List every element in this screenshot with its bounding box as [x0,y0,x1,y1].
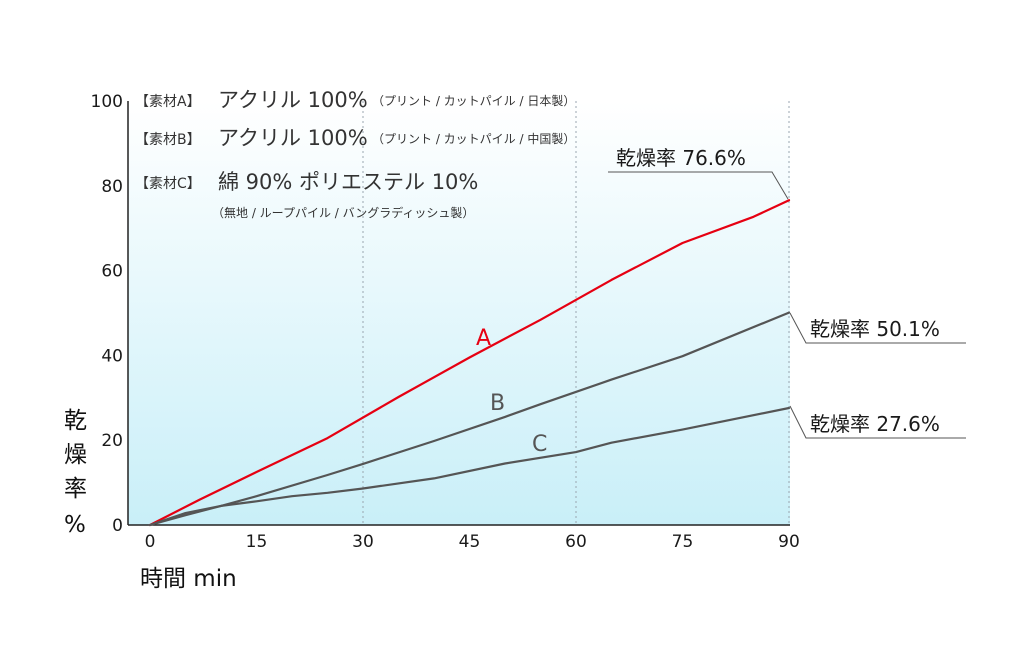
material-b-main: アクリル 100% [218,126,368,150]
material-c-tag: 【素材C】 [135,176,201,192]
series-line-c [148,406,791,527]
callout-a-text: 乾燥率 76.6% [616,146,746,170]
callout-b-text: 乾燥率 50.1% [810,317,940,341]
x-tick-label: 75 [672,532,694,552]
material-a-tag: 【素材A】 [135,94,201,110]
x-tick-label: 30 [352,532,374,552]
series-b-label: B [490,391,505,416]
x-axis-title: 時間 min [140,566,237,592]
callout-c-text: 乾燥率 27.6% [810,412,940,436]
x-tick-label: 60 [565,532,587,552]
callout-c: 乾燥率 27.6% [789,405,966,439]
y-axis-title-char: 率 [64,476,87,502]
series-lines [148,199,791,527]
y-tick-label: 20 [101,431,123,451]
y-tick-labels: 0 20 40 60 80 100 [91,92,123,536]
x-tick-label: 15 [246,532,268,552]
y-tick-label: 100 [91,92,123,112]
material-a-main: アクリル 100% [218,88,368,112]
y-axis-title: 乾 燥 率 % [64,408,87,538]
callout-a-leader [608,171,789,200]
x-tick-label: 45 [459,532,481,552]
y-tick-label: 60 [101,262,123,282]
y-tick-label: 0 [112,516,123,536]
material-b-note: （プリント / カットパイル / 中国製） [372,131,575,146]
y-axis-title-char: 乾 [64,408,87,434]
callout-b: 乾燥率 50.1% [789,312,966,344]
callout-a: 乾燥率 76.6% [608,146,789,200]
series-line-a [148,199,791,527]
material-a-note: （プリント / カットパイル / 日本製） [372,94,575,108]
materials-legend: 【素材A】 アクリル 100% （プリント / カットパイル / 日本製） 【素… [135,88,575,220]
y-tick-label: 40 [101,346,123,366]
material-c-main: 綿 90% ポリエステル 10% [218,170,478,194]
material-b-tag: 【素材B】 [135,132,201,148]
y-axis-title-char: 燥 [64,442,87,468]
y-axis-title-char: % [64,512,86,538]
x-tick-label: 90 [778,532,800,552]
series-c-label: C [532,432,547,457]
callout-c-leader [789,405,966,439]
x-tick-labels: 0 15 30 45 60 75 90 [145,532,800,552]
material-c-note: （無地 / ループパイル / バングラディッシュ製） [212,205,474,220]
callout-b-leader [789,312,966,344]
y-tick-label: 80 [101,177,123,197]
series-a-label: A [476,326,491,351]
x-tick-label: 0 [145,532,156,552]
